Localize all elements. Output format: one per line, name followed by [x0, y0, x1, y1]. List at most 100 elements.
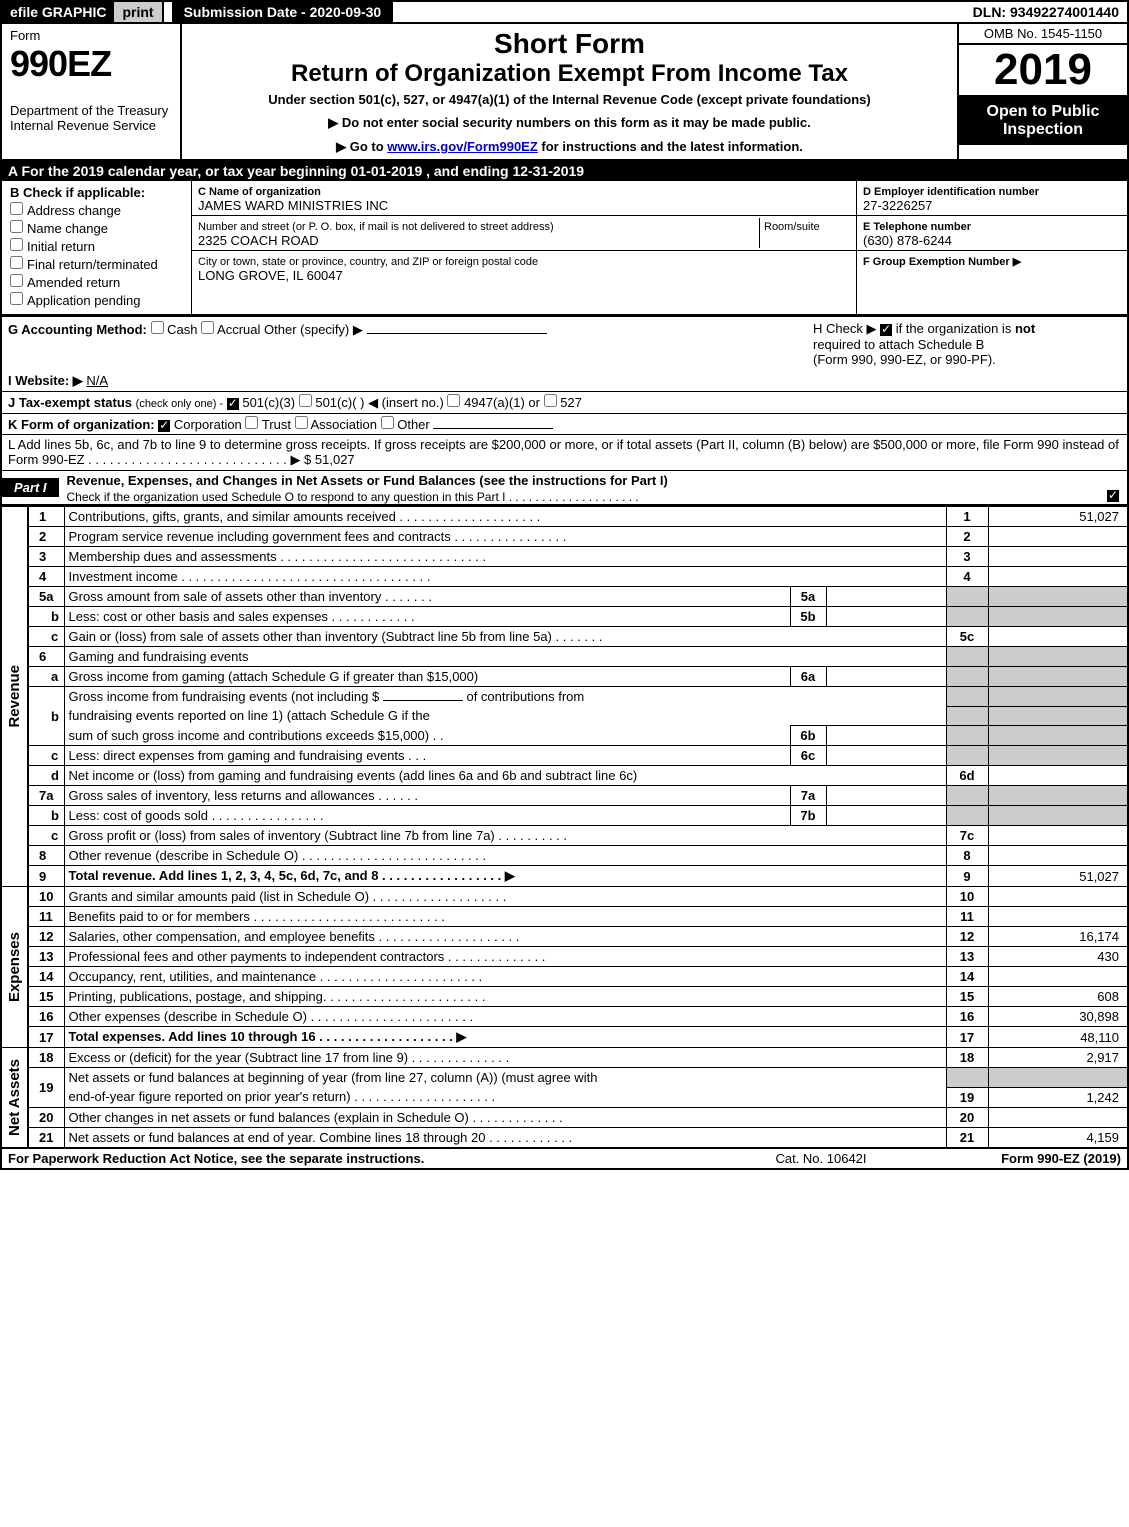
line-6: 6 Gaming and fundraising events — [1, 647, 1128, 667]
submission-date: Submission Date - 2020-09-30 — [172, 2, 394, 22]
ssn-warning: ▶ Do not enter social security numbers o… — [190, 115, 949, 131]
section-c: C Name of organization JAMES WARD MINIST… — [192, 181, 857, 314]
line-18: Net Assets 18 Excess or (deficit) for th… — [1, 1048, 1128, 1068]
k-row: K Form of organization: Corporation Trus… — [0, 414, 1129, 435]
cat-number: Cat. No. 10642I — [721, 1151, 921, 1166]
part-title: Revenue, Expenses, and Changes in Net As… — [59, 471, 1127, 490]
check-amended-return[interactable]: Amended return — [10, 274, 183, 290]
line-3: 3 Membership dues and assessments . . . … — [1, 547, 1128, 567]
line-7c: c Gross profit or (loss) from sales of i… — [1, 826, 1128, 846]
under-section: Under section 501(c), 527, or 4947(a)(1)… — [190, 92, 949, 107]
h-not: not — [1015, 321, 1035, 336]
line-17: 17 Total expenses. Add lines 10 through … — [1, 1027, 1128, 1048]
g-block: G Accounting Method: Cash Accrual Other … — [2, 317, 807, 371]
k-other-input[interactable] — [433, 428, 553, 429]
line-18-val: 2,917 — [988, 1048, 1128, 1068]
checkbox-icon[interactable] — [10, 274, 23, 287]
line-6b-3: sum of such gross income and contributio… — [1, 726, 1128, 746]
line-14: 14 Occupancy, rent, utilities, and maint… — [1, 967, 1128, 987]
check-address-change[interactable]: Address change — [10, 202, 183, 218]
line-1: Revenue 1 Contributions, gifts, grants, … — [1, 507, 1128, 527]
check-final-return[interactable]: Final return/terminated — [10, 256, 183, 272]
j-row: J Tax-exempt status (check only one) - 5… — [0, 392, 1129, 414]
line-19-1: 19 Net assets or fund balances at beginn… — [1, 1068, 1128, 1088]
pra-notice: For Paperwork Reduction Act Notice, see … — [8, 1151, 721, 1166]
k-other-check[interactable] — [381, 416, 394, 429]
k-assoc-check[interactable] — [295, 416, 308, 429]
page-footer: For Paperwork Reduction Act Notice, see … — [0, 1149, 1129, 1170]
e-block: E Telephone number (630) 878-6244 — [857, 216, 1127, 251]
line-5c: c Gain or (loss) from sale of assets oth… — [1, 627, 1128, 647]
checkbox-icon[interactable] — [10, 256, 23, 269]
website-value: N/A — [86, 373, 108, 388]
print-button[interactable]: print — [114, 2, 163, 22]
check-application-pending[interactable]: Application pending — [10, 292, 183, 308]
tax-year: 2019 — [959, 45, 1127, 97]
line-6b-2: fundraising events reported on line 1) (… — [1, 706, 1128, 726]
k-corp-checked-icon[interactable] — [158, 420, 170, 432]
c-name-label: C Name of organization — [198, 186, 321, 198]
dept-label: Department of the Treasury — [10, 103, 172, 118]
line-17-val: 48,110 — [988, 1027, 1128, 1048]
h-post: if the organization is — [892, 321, 1015, 336]
line-21-val: 4,159 — [988, 1127, 1128, 1148]
f-label: F Group Exemption Number ▶ — [863, 256, 1021, 268]
h-block: H Check ▶ if the organization is not req… — [807, 317, 1127, 371]
h-pre: H Check ▶ — [813, 321, 880, 336]
omb-number: OMB No. 1545-1150 — [959, 24, 1127, 45]
6b-contrib-input[interactable] — [383, 700, 463, 701]
line-10: Expenses 10 Grants and similar amounts p… — [1, 887, 1128, 907]
line-16-val: 30,898 — [988, 1007, 1128, 1027]
j-hint: (check only one) - — [136, 398, 223, 410]
j-501c-check[interactable] — [299, 394, 312, 407]
c-addr-block: Number and street (or P. O. box, if mail… — [192, 216, 856, 251]
line-2-val — [988, 527, 1128, 547]
c-name-block: C Name of organization JAMES WARD MINIST… — [192, 181, 856, 216]
j-4947-check[interactable] — [447, 394, 460, 407]
section-def: D Employer identification number 27-3226… — [857, 181, 1127, 314]
line-15-val: 608 — [988, 987, 1128, 1007]
line-8: 8 Other revenue (describe in Schedule O)… — [1, 846, 1128, 866]
efile-label: efile GRAPHIC — [2, 2, 114, 22]
line-13: 13 Professional fees and other payments … — [1, 947, 1128, 967]
h-checkbox-checked-icon[interactable] — [880, 324, 892, 336]
org-name: JAMES WARD MINISTRIES INC — [198, 198, 388, 213]
j-501c3-checked-icon[interactable] — [227, 398, 239, 410]
line-5b: b Less: cost or other basis and sales ex… — [1, 607, 1128, 627]
part-i-checkline: Check if the organization used Schedule … — [59, 490, 1127, 504]
g-other-input[interactable] — [367, 333, 547, 334]
g-label: G Accounting Method: — [8, 322, 147, 337]
i-label: I Website: ▶ — [8, 373, 83, 388]
b-title: B Check if applicable: — [10, 185, 183, 200]
checkbox-icon[interactable] — [10, 202, 23, 215]
section-b: B Check if applicable: Address change Na… — [2, 181, 192, 314]
goto-pre: ▶ Go to — [336, 139, 387, 154]
line-7b: b Less: cost of goods sold . . . . . . .… — [1, 806, 1128, 826]
city-state-zip: LONG GROVE, IL 60047 — [198, 268, 343, 283]
irs-link[interactable]: www.irs.gov/Form990EZ — [387, 139, 538, 154]
line-12: 12 Salaries, other compensation, and emp… — [1, 927, 1128, 947]
checkbox-icon[interactable] — [10, 220, 23, 233]
f-block: F Group Exemption Number ▶ — [857, 251, 1127, 270]
checkbox-icon[interactable] — [10, 238, 23, 251]
tax-period: A For the 2019 calendar year, or tax yea… — [0, 161, 1129, 181]
line-6b-1: b Gross income from fundraising events (… — [1, 687, 1128, 707]
form-label: Form — [10, 28, 172, 43]
check-accrual[interactable] — [201, 321, 214, 334]
form-header: Form 990EZ Department of the Treasury In… — [0, 24, 1129, 161]
form-year-block: OMB No. 1545-1150 2019 Open to Public In… — [957, 24, 1127, 159]
checkbox-icon[interactable] — [10, 292, 23, 305]
check-name-change[interactable]: Name change — [10, 220, 183, 236]
check-cash[interactable] — [151, 321, 164, 334]
top-bar: efile GRAPHIC print Submission Date - 20… — [0, 0, 1129, 24]
line-19-2: end-of-year figure reported on prior yea… — [1, 1087, 1128, 1107]
schedule-o-check-icon[interactable] — [1107, 490, 1119, 502]
j-527-check[interactable] — [544, 394, 557, 407]
netassets-side-label: Net Assets — [6, 1059, 23, 1136]
room-label: Room/suite — [764, 221, 820, 233]
part-i-table: Revenue 1 Contributions, gifts, grants, … — [0, 506, 1129, 1149]
k-trust-check[interactable] — [245, 416, 258, 429]
short-form-title: Short Form — [190, 28, 949, 60]
check-initial-return[interactable]: Initial return — [10, 238, 183, 254]
line-16: 16 Other expenses (describe in Schedule … — [1, 1007, 1128, 1027]
